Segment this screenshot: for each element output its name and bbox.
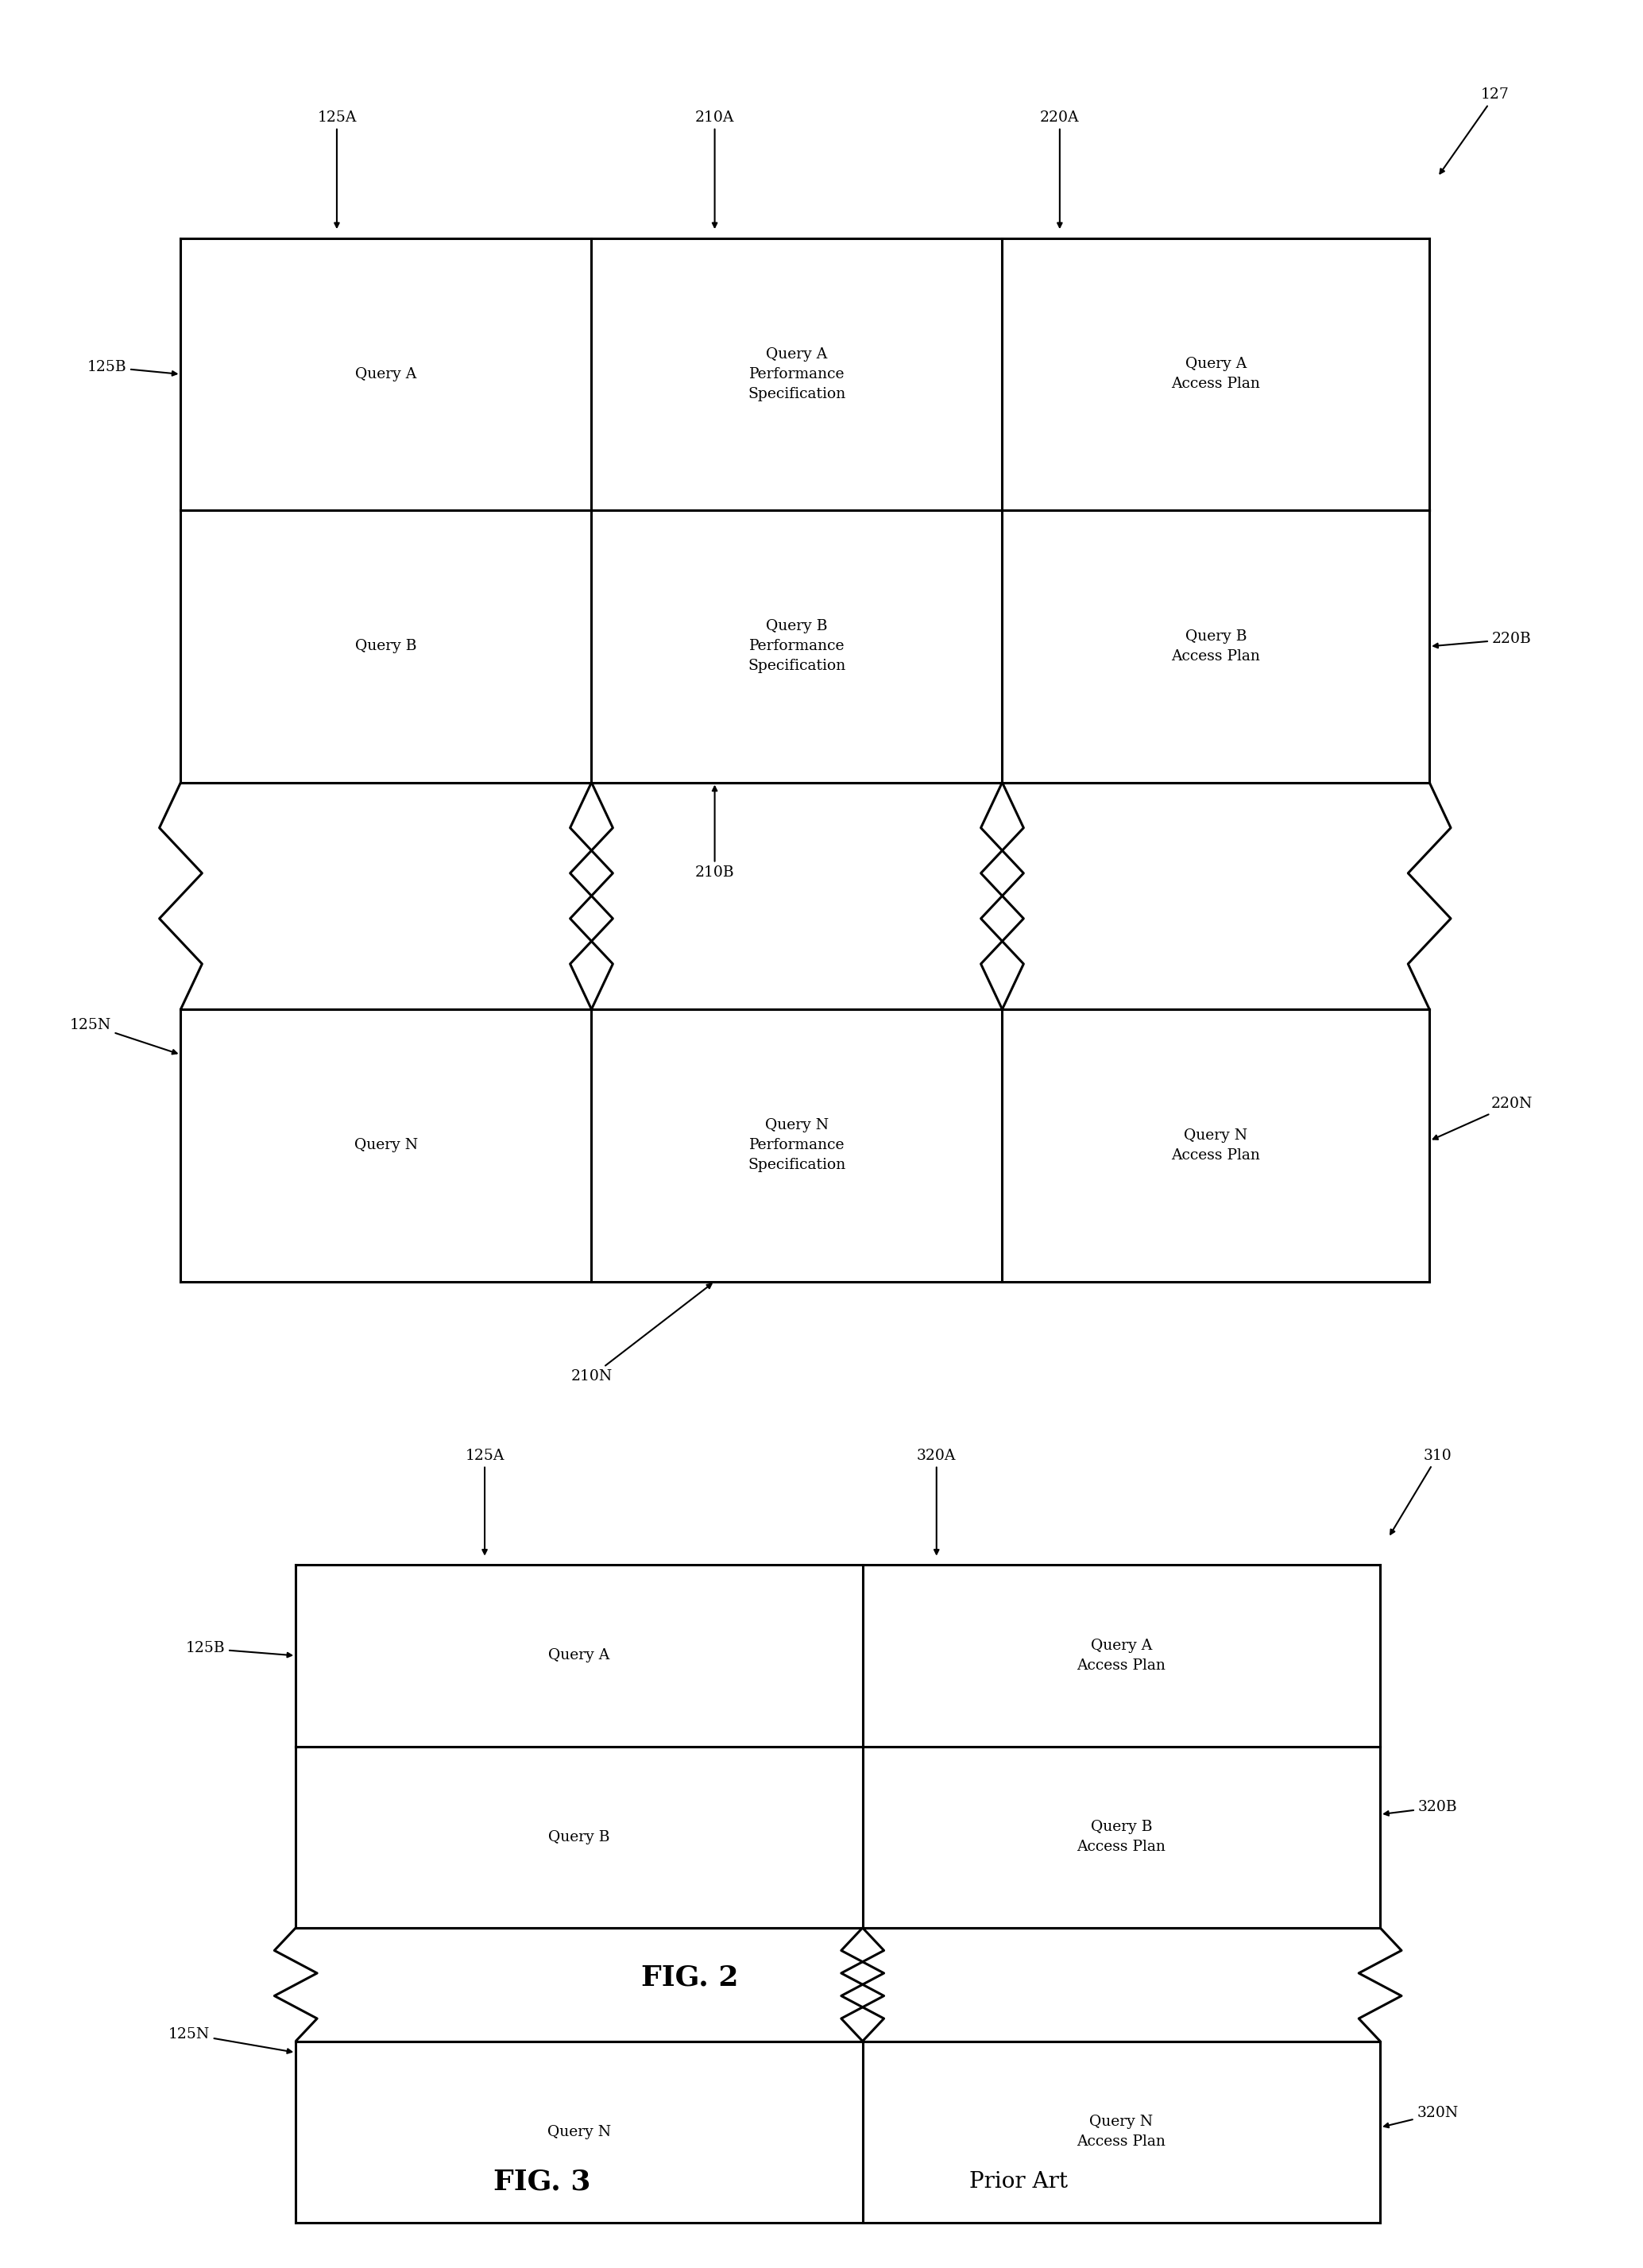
Text: 310: 310 (1390, 1449, 1452, 1533)
Text: Query N
Access Plan: Query N Access Plan (1076, 2114, 1167, 2150)
Text: 125A: 125A (465, 1449, 504, 1554)
Text: 320B: 320B (1383, 1801, 1457, 1817)
Text: 125N: 125N (168, 2028, 292, 2053)
Text: FIG. 2: FIG. 2 (641, 1964, 739, 1991)
Text: 125B: 125B (87, 361, 177, 376)
Text: Query B
Access Plan: Query B Access Plan (1171, 628, 1260, 665)
Text: Query N
Access Plan: Query N Access Plan (1171, 1127, 1260, 1163)
Text: Query B
Access Plan: Query B Access Plan (1076, 1819, 1167, 1855)
Text: Query A: Query A (355, 367, 417, 381)
Text: Query A: Query A (549, 1649, 610, 1662)
Text: Query A
Access Plan: Query A Access Plan (1076, 1637, 1167, 1674)
Text: Query N
Performance
Specification: Query N Performance Specification (748, 1118, 846, 1173)
Text: 210A: 210A (695, 111, 734, 227)
Text: 320N: 320N (1383, 2107, 1459, 2127)
Text: Query A
Access Plan: Query A Access Plan (1171, 356, 1260, 392)
Text: 127: 127 (1439, 88, 1510, 175)
Text: Query B: Query B (355, 640, 417, 653)
Text: Prior Art: Prior Art (969, 2170, 1068, 2193)
Text: 220B: 220B (1433, 633, 1531, 649)
Text: 220N: 220N (1433, 1098, 1533, 1139)
Text: 210B: 210B (695, 787, 734, 880)
Text: 210N: 210N (570, 1284, 711, 1383)
Text: FIG. 3: FIG. 3 (493, 2168, 591, 2195)
Text: 125A: 125A (317, 111, 357, 227)
Text: Query A
Performance
Specification: Query A Performance Specification (748, 347, 846, 401)
Text: Query N: Query N (547, 2125, 611, 2139)
Text: 220A: 220A (1040, 111, 1079, 227)
Text: 320A: 320A (917, 1449, 956, 1554)
Text: 125B: 125B (186, 1642, 292, 1658)
Text: 125N: 125N (69, 1018, 177, 1055)
Text: Query B
Performance
Specification: Query B Performance Specification (748, 619, 846, 674)
Text: Query B: Query B (549, 1830, 610, 1844)
Text: Query N: Query N (355, 1139, 417, 1152)
